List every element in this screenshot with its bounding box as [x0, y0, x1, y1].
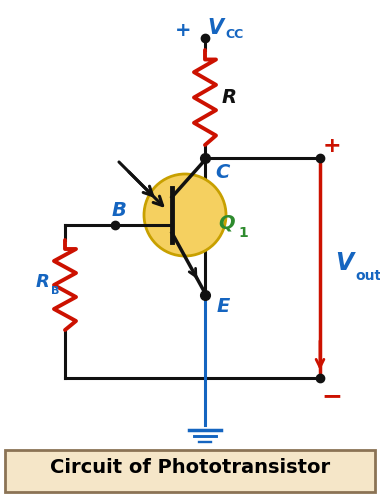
Text: +: + [323, 136, 341, 156]
Ellipse shape [144, 174, 226, 256]
Text: R: R [36, 273, 50, 291]
Text: out: out [355, 269, 380, 283]
Text: Circuit of Phototransistor: Circuit of Phototransistor [50, 458, 330, 477]
Text: Q: Q [218, 214, 235, 233]
Text: B: B [51, 286, 59, 296]
Text: B: B [112, 202, 127, 221]
Text: V: V [335, 251, 353, 275]
Text: CC: CC [225, 27, 243, 40]
Text: −: − [321, 384, 342, 408]
Text: 1: 1 [238, 226, 248, 240]
Text: C: C [215, 163, 229, 182]
Text: E: E [216, 297, 230, 316]
Text: R: R [222, 88, 237, 107]
Text: V: V [207, 18, 223, 38]
FancyBboxPatch shape [5, 450, 375, 492]
Text: +: + [175, 20, 191, 39]
